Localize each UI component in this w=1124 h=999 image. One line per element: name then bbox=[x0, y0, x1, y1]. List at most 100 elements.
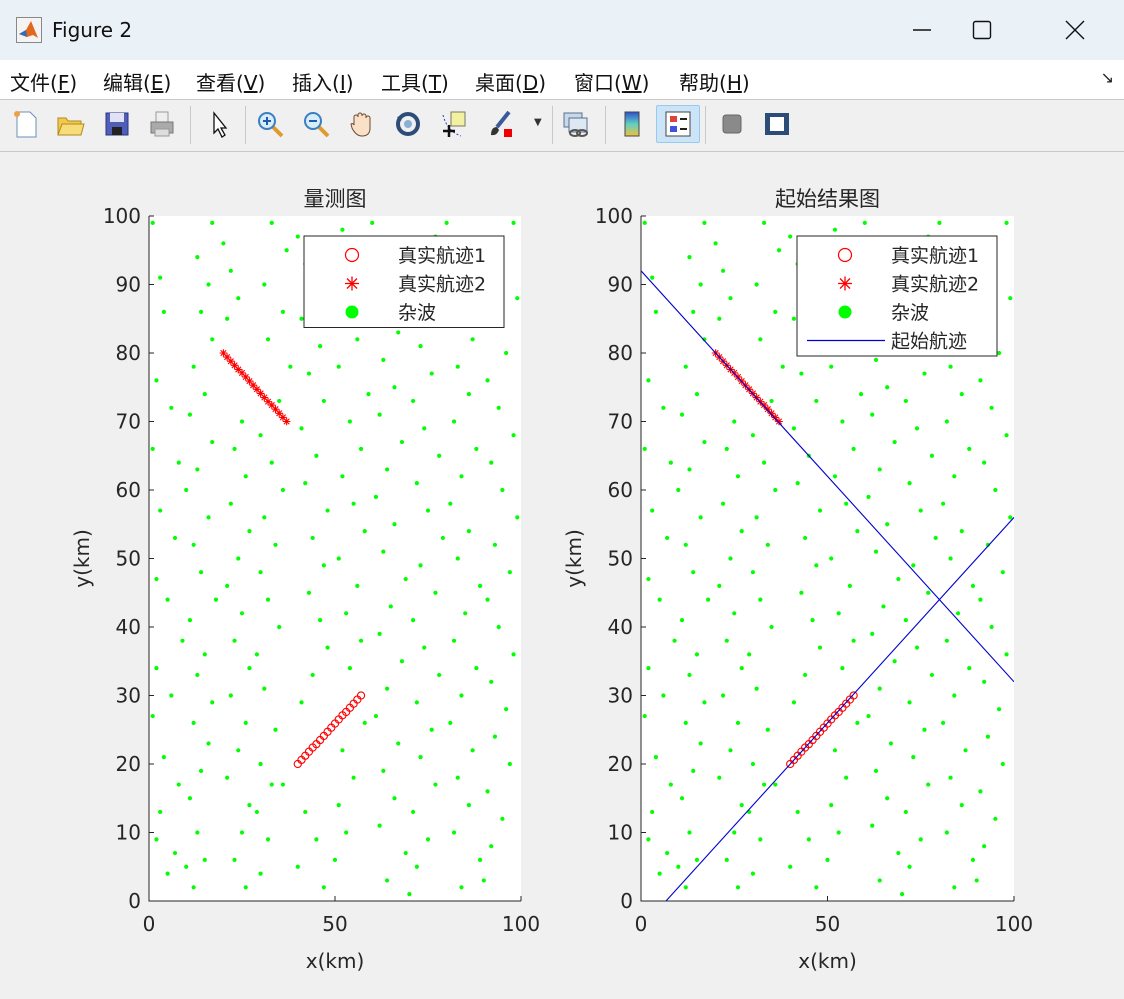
menu-tools[interactable]: 工具(T) bbox=[381, 71, 449, 95]
clutter-point bbox=[952, 693, 957, 698]
close-button[interactable] bbox=[1045, 0, 1105, 60]
clutter-point bbox=[392, 522, 397, 527]
clutter-point bbox=[922, 371, 927, 376]
clutter-point bbox=[903, 618, 908, 623]
select-pointer-button[interactable] bbox=[200, 105, 238, 143]
plot-marks bbox=[641, 220, 1014, 901]
clutter-point bbox=[844, 775, 849, 780]
clutter-point bbox=[967, 446, 972, 451]
minimize-button[interactable] bbox=[892, 0, 952, 60]
clutter-point bbox=[653, 755, 659, 760]
clutter-point bbox=[269, 220, 274, 225]
clutter-point bbox=[440, 535, 445, 541]
menu-help[interactable]: 帮助(H) bbox=[679, 71, 750, 95]
clutter-point bbox=[814, 885, 819, 890]
menu-insert[interactable]: 插入(I) bbox=[292, 71, 354, 95]
y-tick-label: 50 bbox=[608, 547, 633, 571]
clutter-point bbox=[668, 460, 673, 465]
save-icon bbox=[105, 112, 129, 136]
clutter-point bbox=[948, 364, 953, 369]
clutter-point bbox=[873, 549, 879, 554]
y-tick-label: 0 bbox=[620, 889, 633, 913]
clutter-point bbox=[665, 850, 670, 856]
clutter-point bbox=[959, 392, 964, 397]
clutter-point bbox=[236, 748, 241, 753]
clutter-point bbox=[672, 638, 677, 643]
menu-edit[interactable]: 编辑(E) bbox=[103, 71, 172, 95]
clutter-point bbox=[239, 830, 245, 835]
zoom-in-button[interactable] bbox=[251, 105, 289, 143]
clutter-point bbox=[243, 885, 248, 890]
clutter-point bbox=[195, 672, 200, 678]
clutter-point bbox=[225, 316, 230, 321]
clutter-point bbox=[451, 830, 457, 835]
menu-label: 查看 bbox=[196, 71, 236, 95]
x-axis-label: x(km) bbox=[306, 949, 365, 973]
brush-icon bbox=[491, 110, 512, 137]
print-button[interactable] bbox=[143, 105, 181, 143]
true-track-2-point bbox=[223, 353, 231, 361]
clutter-point bbox=[496, 624, 501, 630]
clutter-point bbox=[310, 672, 315, 678]
clutter-point bbox=[176, 782, 181, 787]
clutter-point bbox=[702, 700, 707, 705]
menu-file[interactable]: 文件(F) bbox=[10, 71, 78, 95]
brush-dropdown-icon[interactable]: ▼ bbox=[534, 117, 542, 128]
clutter-point bbox=[258, 871, 263, 876]
maximize-button[interactable] bbox=[952, 0, 1012, 60]
colorbar-button[interactable] bbox=[613, 105, 651, 143]
clutter-point bbox=[466, 803, 472, 808]
clutter-point bbox=[489, 679, 494, 684]
clutter-point bbox=[646, 837, 651, 842]
clutter-point bbox=[836, 830, 841, 835]
clutter-point bbox=[198, 768, 204, 773]
clutter-point bbox=[650, 275, 655, 280]
pan-button[interactable] bbox=[343, 105, 381, 143]
clutter-point bbox=[150, 713, 155, 719]
clutter-point bbox=[515, 515, 520, 520]
clutter-point bbox=[258, 433, 263, 438]
menu-label: 工具 bbox=[381, 71, 421, 95]
dock-figure-icon[interactable]: ↘ bbox=[1100, 68, 1114, 87]
data-cursor-button[interactable] bbox=[435, 105, 473, 143]
clutter-point bbox=[485, 789, 490, 794]
clutter-point bbox=[683, 885, 688, 890]
clutter-point bbox=[646, 666, 651, 671]
menu-label: 桌面 bbox=[475, 71, 515, 95]
clutter-point bbox=[414, 700, 419, 705]
zoom-out-button[interactable] bbox=[297, 105, 335, 143]
clutter-point bbox=[236, 296, 241, 301]
clutter-point bbox=[1004, 433, 1009, 438]
show-plot-tools-button[interactable] bbox=[758, 105, 796, 143]
legend-label: 杂波 bbox=[398, 302, 436, 324]
menu-desktop[interactable]: 桌面(D) bbox=[475, 71, 547, 95]
clutter-point bbox=[892, 659, 897, 664]
new-figure-button[interactable] bbox=[6, 105, 44, 143]
clutter-point bbox=[896, 850, 901, 856]
menu-accesskey: T bbox=[428, 71, 442, 95]
clutter-point bbox=[455, 775, 460, 780]
save-button[interactable] bbox=[98, 105, 136, 143]
clutter-point bbox=[161, 755, 166, 760]
clutter-point bbox=[340, 474, 345, 479]
clutter-point bbox=[355, 583, 360, 589]
menu-window[interactable]: 窗口(W) bbox=[574, 71, 650, 95]
brush-button[interactable] bbox=[481, 105, 519, 143]
clutter-point bbox=[515, 296, 520, 301]
clutter-point bbox=[262, 282, 267, 287]
link-plot-button[interactable] bbox=[557, 105, 595, 143]
clutter-point bbox=[982, 460, 987, 465]
clutter-point bbox=[172, 535, 178, 541]
rotate-3d-button[interactable] bbox=[389, 105, 427, 143]
clutter-point bbox=[433, 590, 438, 595]
menu-view[interactable]: 查看(V) bbox=[196, 71, 266, 95]
open-file-button[interactable] bbox=[51, 105, 89, 143]
clutter-point bbox=[206, 515, 211, 520]
clutter-point bbox=[154, 576, 159, 582]
clutter-point bbox=[769, 398, 774, 404]
clutter-point bbox=[698, 515, 703, 520]
clutter-point bbox=[414, 481, 419, 486]
hide-plot-tools-button[interactable] bbox=[713, 105, 751, 143]
legend-button[interactable] bbox=[656, 105, 700, 143]
clutter-point bbox=[396, 330, 401, 335]
